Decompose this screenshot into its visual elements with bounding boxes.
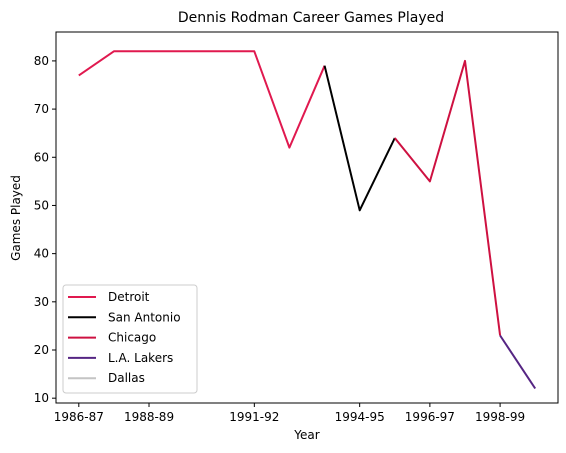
- y-tick-label: 20: [34, 343, 49, 357]
- y-axis: 10 20 30 40 50 60 70 80: [34, 54, 56, 405]
- legend-label-chicago: Chicago: [108, 331, 156, 345]
- y-tick-label: 80: [34, 54, 49, 68]
- y-tick-label: 40: [34, 247, 49, 261]
- x-axis-title: Year: [293, 428, 319, 442]
- plot-frame: [55, 31, 559, 404]
- y-tick-label: 30: [34, 295, 49, 309]
- y-tick-label: 70: [34, 102, 49, 116]
- series-line-san-antonio: [323, 65, 396, 212]
- legend-label-detroit: Detroit: [108, 290, 150, 304]
- series-line-detroit: [78, 50, 326, 149]
- y-tick-label: 50: [34, 198, 49, 212]
- series-lines: [78, 50, 537, 390]
- series-line-l-a-lakers: [499, 334, 537, 390]
- legend-label-l-a-lakers: L.A. Lakers: [108, 351, 173, 365]
- x-tick-label: 1996-97: [405, 410, 455, 424]
- series-line-chicago: [394, 59, 502, 336]
- legend: Detroit San Antonio Chicago L.A. Lakers Dall…: [62, 284, 198, 394]
- x-tick-label: 1991-92: [229, 410, 279, 424]
- legend-box: [62, 284, 198, 394]
- y-tick-label: 10: [34, 391, 49, 405]
- y-axis-title: Games Played: [9, 175, 23, 261]
- chart-title: Dennis Rodman Career Games Played: [178, 10, 444, 26]
- x-tick-label: 1988-89: [124, 410, 174, 424]
- x-tick-label: 1994-95: [335, 410, 385, 424]
- legend-label-san-antonio: San Antonio: [108, 310, 181, 324]
- x-tick-label: 1998-99: [475, 410, 525, 424]
- legend-label-dallas: Dallas: [108, 371, 145, 385]
- y-tick-label: 60: [34, 150, 49, 164]
- x-tick-label: 1986-87: [54, 410, 104, 424]
- x-axis: 1986-87 1988-89 1991-92 1994-95 1996-97 1998-…: [54, 403, 525, 424]
